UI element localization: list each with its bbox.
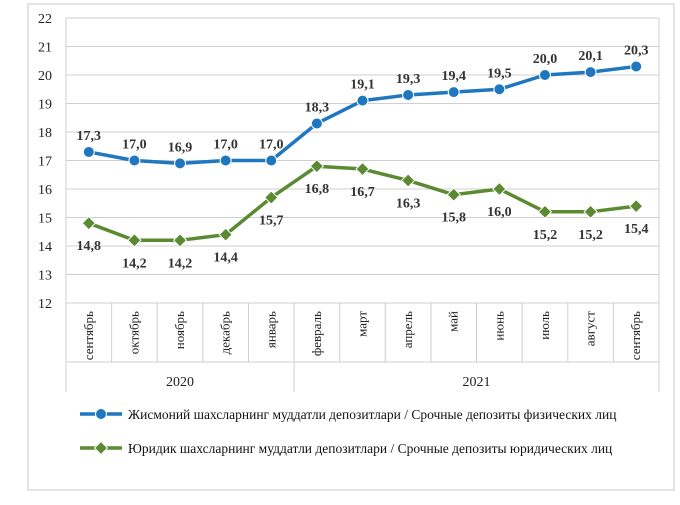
data-point — [538, 69, 551, 81]
x-tick-label: февраль — [309, 311, 324, 356]
y-tick-label: 22 — [38, 12, 52, 27]
x-tick-label: июнь — [491, 311, 506, 341]
data-point — [630, 60, 643, 73]
data-point — [492, 181, 507, 197]
data-point — [218, 227, 233, 242]
data-point — [356, 94, 369, 107]
data-point — [402, 88, 415, 101]
data-point — [447, 86, 460, 99]
data-label: 19,4 — [441, 69, 466, 84]
data-label: 16,7 — [350, 185, 375, 200]
y-tick-label: 17 — [38, 155, 52, 170]
data-label: 17,0 — [122, 138, 147, 153]
x-tick-label: апрель — [400, 311, 415, 348]
data-label: 14,2 — [122, 256, 147, 271]
data-label: 15,2 — [533, 228, 558, 243]
legend-label: Жисмоний шахсларнинг муддатли депозитлар… — [128, 407, 616, 422]
x-tick-label: август — [583, 311, 598, 347]
data-label: 20,1 — [578, 49, 603, 64]
data-label: 18,3 — [305, 100, 330, 115]
y-tick-label: 18 — [38, 126, 52, 141]
year-group-label: 2020 — [166, 375, 194, 390]
data-label: 14,2 — [168, 256, 193, 271]
data-label: 20,3 — [624, 43, 649, 58]
x-tick-label: март — [355, 311, 370, 337]
legend-marker-diamond — [93, 440, 109, 456]
y-tick-label: 13 — [38, 269, 52, 284]
data-point — [81, 215, 97, 231]
x-tick-label: сентябрь — [81, 311, 96, 360]
data-point — [82, 145, 95, 158]
x-tick-label: сентябрь — [628, 311, 643, 360]
data-label: 19,1 — [350, 78, 375, 93]
data-label: 15,7 — [259, 214, 284, 229]
x-tick-label: октябрь — [126, 311, 141, 354]
data-label: 20,0 — [533, 52, 558, 67]
data-point — [583, 204, 598, 220]
data-point — [355, 161, 370, 177]
y-tick-label: 19 — [38, 98, 52, 113]
x-tick-label: декабрь — [218, 311, 233, 354]
data-point — [264, 190, 279, 205]
y-tick-label: 14 — [38, 240, 52, 255]
data-point — [127, 233, 142, 248]
data-label: 16,9 — [168, 140, 193, 155]
data-label: 14,4 — [213, 251, 238, 266]
data-point — [309, 158, 325, 174]
data-label: 19,5 — [487, 66, 512, 81]
data-point — [400, 173, 416, 188]
data-label: 17,0 — [259, 138, 284, 153]
data-point — [537, 204, 553, 220]
data-label: 15,4 — [624, 222, 649, 237]
y-tick-label: 21 — [38, 41, 52, 56]
data-point — [219, 154, 232, 167]
data-label: 17,3 — [77, 129, 102, 144]
data-point — [172, 233, 188, 248]
data-label: 17,0 — [213, 138, 238, 153]
data-label: 16,3 — [396, 196, 421, 211]
y-tick-label: 15 — [38, 212, 52, 227]
legend-label: Юридик шахсларнинг муддатли депозитлари … — [128, 441, 612, 456]
data-point — [174, 157, 187, 170]
data-label: 16,8 — [305, 182, 330, 197]
data-point — [493, 83, 506, 96]
data-point — [265, 154, 278, 167]
data-point — [584, 66, 597, 79]
data-point — [446, 187, 461, 202]
data-label: 14,8 — [77, 239, 102, 254]
x-tick-label: май — [446, 311, 461, 332]
data-label: 15,2 — [578, 228, 603, 243]
year-group-label: 2021 — [463, 375, 491, 390]
data-label: 15,8 — [441, 211, 466, 226]
data-label: 16,0 — [487, 205, 512, 220]
data-point — [310, 117, 323, 130]
x-tick-label: ноябрь — [172, 311, 187, 349]
x-tick-label: январь — [263, 311, 278, 348]
x-tick-label: июль — [537, 311, 552, 340]
data-point — [128, 154, 141, 167]
data-point — [628, 198, 644, 214]
y-tick-label: 16 — [38, 183, 52, 198]
y-tick-label: 20 — [38, 69, 52, 84]
y-tick-label: 12 — [38, 297, 52, 312]
data-label: 19,3 — [396, 72, 421, 87]
legend-marker-circle — [95, 408, 107, 420]
chart-border — [27, 3, 675, 491]
